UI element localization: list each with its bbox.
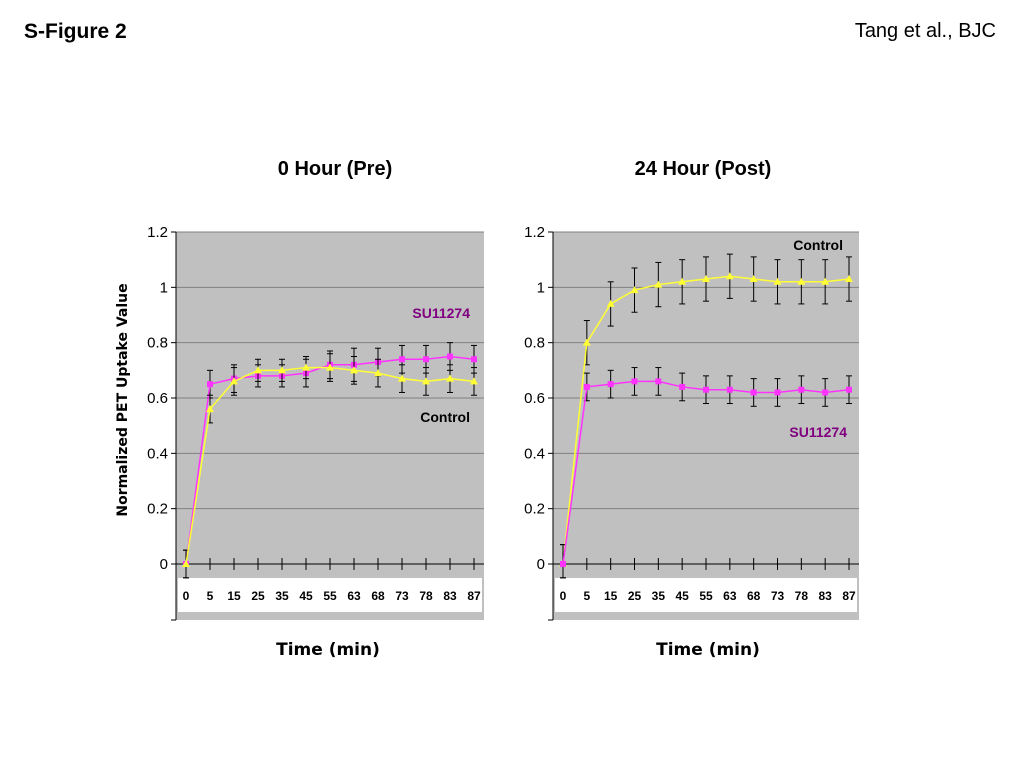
data-point-control <box>678 277 687 285</box>
y-tick-label: 0 <box>160 556 168 573</box>
series-annotation: SU11274 <box>412 305 470 321</box>
y-tick-label: 1 <box>160 279 168 296</box>
x-tick-label: 25 <box>251 589 265 603</box>
data-point-su11274 <box>560 561 566 567</box>
data-point-control <box>749 275 758 283</box>
chart-title-right: 24 Hour (Post) <box>634 158 772 180</box>
data-point-su11274 <box>447 353 453 360</box>
data-point-control <box>725 272 734 280</box>
data-point-su11274 <box>399 356 405 363</box>
data-point-su11274 <box>679 383 686 390</box>
data-point-su11274 <box>750 389 757 396</box>
y-tick-label: 0.2 <box>524 501 545 518</box>
data-point-control <box>446 374 454 382</box>
x-tick-label: 63 <box>723 589 737 603</box>
data-point-su11274 <box>703 386 709 393</box>
series-annotation: Control <box>420 409 470 425</box>
x-tick-label: 25 <box>628 589 642 603</box>
x-tick-label: 45 <box>675 589 689 603</box>
data-point-control <box>278 366 286 374</box>
data-point-su11274 <box>423 356 429 363</box>
x-tick-label: 83 <box>818 589 832 603</box>
data-point-su11274 <box>798 386 805 393</box>
credit-text: Tang et al., BJC <box>854 20 996 42</box>
x-tick-label: 78 <box>795 589 809 603</box>
x-tick-label: 68 <box>747 589 761 603</box>
category-label-strip <box>555 578 857 612</box>
data-point-su11274 <box>822 389 829 396</box>
x-tick-label: 83 <box>443 589 457 603</box>
data-point-su11274 <box>726 386 733 393</box>
plot-area <box>176 232 484 620</box>
x-tick-label: 73 <box>395 589 409 603</box>
x-tick-label: 15 <box>604 589 618 603</box>
chart-title-left: 0 Hour (Pre) <box>277 158 393 180</box>
x-tick-label: 87 <box>467 589 481 603</box>
x-tick-label: 35 <box>652 589 666 603</box>
x-tick-label: 55 <box>699 589 713 603</box>
x-tick-label: 15 <box>227 589 241 603</box>
data-point-control <box>845 275 853 283</box>
figure-label: S-Figure 2 <box>24 20 127 43</box>
x-tick-label: 55 <box>323 589 337 603</box>
y-tick-label: 1.2 <box>147 224 168 241</box>
data-point-control <box>470 377 478 385</box>
data-point-control <box>206 405 214 413</box>
y-tick-label: 0.6 <box>147 390 168 407</box>
data-point-su11274 <box>774 389 781 396</box>
data-point-control <box>630 286 639 294</box>
data-point-control <box>254 366 262 374</box>
y-tick-label: 0.8 <box>524 335 545 352</box>
data-point-su11274 <box>655 378 662 385</box>
x-tick-label: 35 <box>275 589 289 603</box>
y-tick-label: 0.2 <box>147 501 168 518</box>
category-label-strip <box>178 578 482 612</box>
x-tick-label: 87 <box>842 589 856 603</box>
y-tick-label: 1.2 <box>524 224 545 241</box>
x-tick-label: 68 <box>371 589 385 603</box>
x-axis-label-right: Time (min) <box>656 640 760 660</box>
x-tick-label: 5 <box>583 589 590 603</box>
data-point-control <box>182 560 190 567</box>
x-tick-label: 45 <box>299 589 313 603</box>
y-tick-label: 1 <box>537 279 545 296</box>
data-point-control <box>702 275 710 283</box>
x-tick-label: 63 <box>347 589 361 603</box>
data-point-su11274 <box>607 381 614 388</box>
x-tick-label: 78 <box>419 589 433 603</box>
data-point-control <box>302 363 310 371</box>
data-point-su11274 <box>631 378 638 385</box>
series-annotation: SU11274 <box>789 424 847 440</box>
data-point-su11274 <box>583 383 590 390</box>
y-tick-label: 0.6 <box>524 390 545 407</box>
data-point-su11274 <box>207 381 213 388</box>
data-point-control <box>230 377 238 385</box>
data-point-control <box>606 299 615 307</box>
y-tick-label: 0.4 <box>524 445 545 462</box>
data-point-control <box>821 277 830 285</box>
x-tick-label: 5 <box>207 589 214 603</box>
y-tick-label: 0 <box>537 556 545 573</box>
data-point-control <box>326 363 334 371</box>
data-point-control <box>374 369 382 377</box>
series-annotation: Control <box>793 237 843 253</box>
x-axis-label-left: Time (min) <box>276 640 380 660</box>
data-point-control <box>654 280 663 288</box>
data-point-control <box>582 338 591 346</box>
data-point-control <box>422 377 430 385</box>
data-point-control <box>797 277 806 285</box>
data-point-control <box>398 374 406 382</box>
data-point-control <box>773 277 782 285</box>
y-tick-label: 0.8 <box>147 335 168 352</box>
x-tick-label: 0 <box>183 589 190 603</box>
x-tick-label: 0 <box>560 589 567 603</box>
y-tick-label: 0.4 <box>147 445 168 462</box>
data-point-su11274 <box>471 356 477 363</box>
data-point-su11274 <box>846 386 852 393</box>
data-point-control <box>350 366 358 374</box>
x-tick-label: 73 <box>771 589 785 603</box>
